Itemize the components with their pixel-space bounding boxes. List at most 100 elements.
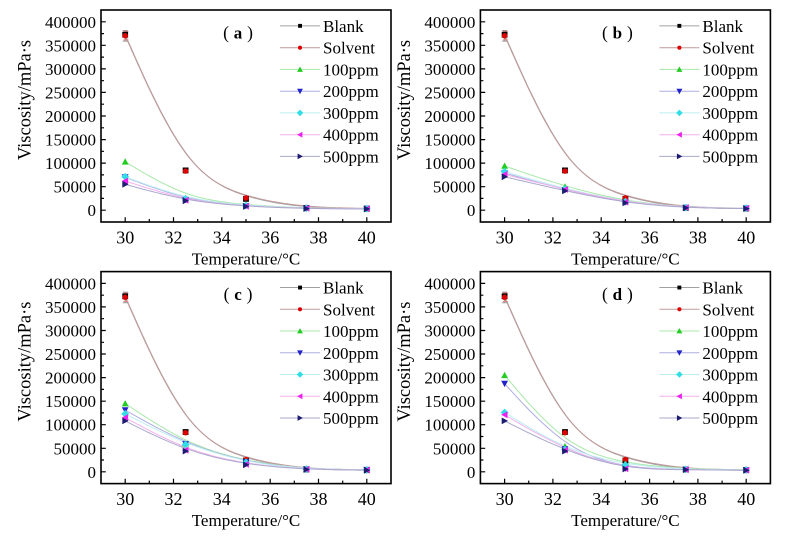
svg-text:100000: 100000 [45, 416, 96, 435]
svg-text:400000: 400000 [424, 274, 475, 293]
svg-text:500ppm: 500ppm [323, 147, 379, 166]
svg-text:100000: 100000 [424, 416, 475, 435]
svg-text:300000: 300000 [424, 322, 475, 341]
svg-text:400ppm: 400ppm [702, 126, 758, 145]
svg-text:32: 32 [544, 489, 562, 509]
svg-text:40: 40 [358, 228, 376, 248]
svg-text:Temperature/°C: Temperature/°C [571, 250, 680, 269]
svg-text:500ppm: 500ppm [702, 409, 758, 428]
svg-text:200000: 200000 [45, 369, 96, 388]
svg-text:300000: 300000 [424, 60, 475, 79]
svg-text:200000: 200000 [45, 107, 96, 126]
svg-text:34: 34 [592, 228, 610, 248]
svg-text:38: 38 [689, 489, 707, 509]
svg-text:( a ): ( a ) [223, 23, 253, 43]
svg-text:30: 30 [496, 489, 514, 509]
svg-text:Temperature/°C: Temperature/°C [571, 511, 680, 530]
svg-text:( b ): ( b ) [602, 23, 633, 43]
svg-text:38: 38 [310, 228, 328, 248]
svg-text:32: 32 [165, 489, 183, 509]
svg-text:500ppm: 500ppm [702, 147, 758, 166]
svg-text:36: 36 [641, 228, 659, 248]
svg-text:400ppm: 400ppm [323, 126, 379, 145]
svg-text:300000: 300000 [45, 322, 96, 341]
svg-text:300000: 300000 [45, 60, 96, 79]
svg-text:34: 34 [592, 489, 610, 509]
svg-text:150000: 150000 [424, 131, 475, 150]
svg-text:250000: 250000 [424, 83, 475, 102]
svg-text:30: 30 [116, 228, 134, 248]
svg-text:36: 36 [261, 489, 279, 509]
svg-text:50000: 50000 [54, 439, 97, 458]
svg-text:Blank: Blank [702, 17, 743, 36]
svg-text:100ppm: 100ppm [323, 60, 379, 79]
svg-text:Blank: Blank [323, 17, 364, 36]
svg-text:32: 32 [165, 228, 183, 248]
svg-text:200ppm: 200ppm [323, 344, 379, 363]
svg-text:100ppm: 100ppm [702, 322, 758, 341]
svg-text:( c ): ( c ) [224, 284, 253, 304]
svg-text:40: 40 [358, 489, 376, 509]
svg-text:40: 40 [737, 228, 755, 248]
svg-text:400ppm: 400ppm [702, 387, 758, 406]
svg-text:Viscosity/mPa·s: Viscosity/mPa·s [395, 302, 415, 422]
svg-text:400000: 400000 [45, 13, 96, 32]
svg-text:Viscosity/mPa·s: Viscosity/mPa·s [395, 40, 415, 160]
svg-text:Solvent: Solvent [702, 300, 754, 319]
svg-text:200ppm: 200ppm [323, 82, 379, 101]
svg-text:34: 34 [213, 489, 231, 509]
svg-text:Viscosity/mPa·s: Viscosity/mPa·s [16, 40, 36, 160]
svg-text:400ppm: 400ppm [323, 387, 379, 406]
svg-text:300ppm: 300ppm [323, 104, 379, 123]
svg-text:400000: 400000 [424, 13, 475, 32]
svg-text:0: 0 [467, 463, 476, 482]
svg-text:30: 30 [496, 228, 514, 248]
svg-text:150000: 150000 [45, 131, 96, 150]
svg-text:350000: 350000 [45, 36, 96, 55]
svg-text:32: 32 [544, 228, 562, 248]
svg-text:Solvent: Solvent [323, 39, 375, 58]
svg-text:34: 34 [213, 228, 231, 248]
svg-text:200000: 200000 [424, 369, 475, 388]
svg-text:300ppm: 300ppm [323, 366, 379, 385]
svg-text:300ppm: 300ppm [702, 104, 758, 123]
svg-text:350000: 350000 [424, 298, 475, 317]
svg-text:40: 40 [737, 489, 755, 509]
svg-text:300ppm: 300ppm [702, 366, 758, 385]
svg-text:200000: 200000 [424, 107, 475, 126]
svg-text:0: 0 [467, 201, 476, 220]
svg-text:50000: 50000 [433, 439, 476, 458]
svg-text:100ppm: 100ppm [323, 322, 379, 341]
svg-text:100000: 100000 [45, 154, 96, 173]
svg-text:150000: 150000 [45, 392, 96, 411]
svg-text:30: 30 [116, 489, 134, 509]
svg-text:50000: 50000 [54, 178, 97, 197]
svg-text:50000: 50000 [433, 178, 476, 197]
svg-text:250000: 250000 [45, 83, 96, 102]
svg-text:100ppm: 100ppm [702, 60, 758, 79]
svg-text:Viscosity/mPa·s: Viscosity/mPa·s [16, 302, 36, 422]
svg-text:250000: 250000 [45, 345, 96, 364]
svg-text:500ppm: 500ppm [323, 409, 379, 428]
svg-text:Blank: Blank [323, 279, 364, 298]
svg-text:Solvent: Solvent [323, 300, 375, 319]
svg-text:Solvent: Solvent [702, 39, 754, 58]
svg-text:0: 0 [88, 463, 97, 482]
svg-text:350000: 350000 [45, 298, 96, 317]
svg-text:38: 38 [310, 489, 328, 509]
svg-text:250000: 250000 [424, 345, 475, 364]
svg-text:Temperature/°C: Temperature/°C [192, 511, 301, 530]
svg-text:38: 38 [689, 228, 707, 248]
svg-text:200ppm: 200ppm [702, 82, 758, 101]
svg-text:350000: 350000 [424, 36, 475, 55]
svg-text:200ppm: 200ppm [702, 344, 758, 363]
svg-text:100000: 100000 [424, 154, 475, 173]
svg-text:0: 0 [88, 201, 97, 220]
svg-text:150000: 150000 [424, 392, 475, 411]
svg-text:36: 36 [261, 228, 279, 248]
svg-text:( d ): ( d ) [602, 284, 633, 304]
svg-text:36: 36 [641, 489, 659, 509]
svg-text:400000: 400000 [45, 274, 96, 293]
svg-text:Temperature/°C: Temperature/°C [192, 250, 301, 269]
svg-text:Blank: Blank [702, 279, 743, 298]
